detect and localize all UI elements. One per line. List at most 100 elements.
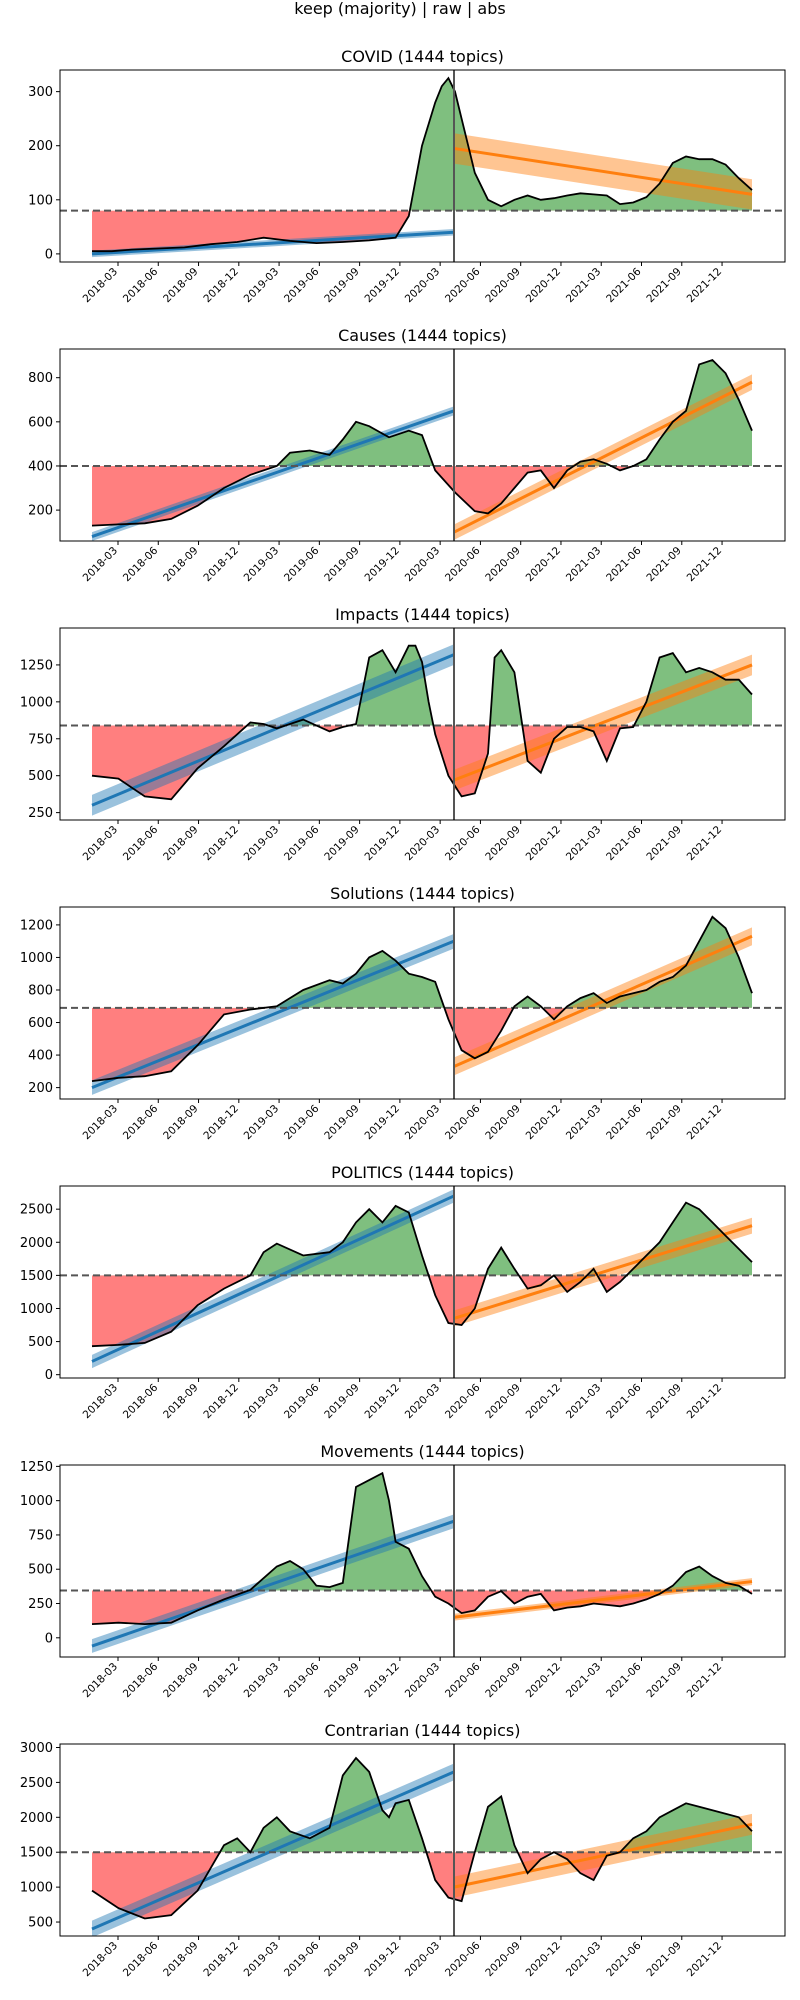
area-below-baseline: [92, 725, 752, 800]
x-tick-label: 2020-03: [403, 1382, 443, 1422]
x-tick-label: 2018-12: [201, 1382, 241, 1422]
fit-pre-line: [91, 1770, 455, 1931]
x-tick-label: 2021-03: [564, 824, 604, 864]
x-tick-label: 2020-06: [443, 1939, 483, 1979]
x-tick-label: 2021-09: [644, 1103, 684, 1143]
area-below-baseline: [92, 1007, 752, 1082]
x-tick-label: 2021-09: [644, 1940, 684, 1980]
x-tick-label: 2020-03: [403, 1661, 443, 1701]
x-tick-label: 2018-09: [161, 1661, 201, 1701]
x-tick-label: 2018-06: [121, 265, 161, 305]
chart-panel: Solutions (1444 topics) 200 400 600 800 1000 1…: [20, 884, 786, 1143]
area-above-baseline: [248, 1473, 747, 1591]
x-tick-label: 2021-12: [685, 545, 725, 585]
fit-pre-line: [91, 1194, 455, 1363]
x-tick-label: 2021-06: [604, 544, 644, 584]
y-tick-label: 1500: [20, 1846, 53, 1861]
y-tick-label: 200: [28, 504, 53, 519]
x-tick-label: 2019-09: [322, 1103, 362, 1143]
x-tick-label: 2018-09: [161, 545, 201, 585]
fit-pre-line: [91, 409, 455, 539]
chart-panel: Impacts (1444 topics) 250 500 750 1000 1250 20…: [20, 605, 786, 864]
x-tick-label: 2021-03: [564, 1940, 604, 1980]
series-line: [91, 1201, 753, 1348]
x-tick-label: 2018-03: [81, 1382, 121, 1422]
x-tick-label: 2019-06: [282, 1381, 322, 1421]
x-tick-label: 2018-06: [121, 1381, 161, 1421]
y-tick-label: 0: [45, 1368, 53, 1383]
x-tick-label: 2018-09: [161, 1103, 201, 1143]
x-tick-label: 2020-09: [483, 824, 523, 864]
x-tick-label: 2020-09: [483, 1940, 523, 1980]
x-tick-label: 2019-12: [363, 1382, 403, 1422]
x-tick-label: 2019-06: [282, 1102, 322, 1142]
x-tick-label: 2021-09: [644, 824, 684, 864]
y-tick-label: 0: [45, 247, 53, 262]
x-tick-label: 2018-09: [161, 824, 201, 864]
y-tick-label: 1000: [20, 1494, 53, 1509]
x-tick-label: 2021-09: [644, 266, 684, 306]
x-tick-label: 2021-06: [604, 265, 644, 305]
chart-panel: Movements (1444 topics) 0 250 500 750 1000 125…: [20, 1442, 786, 1701]
x-tick-label: 2021-03: [564, 545, 604, 585]
x-tick-label: 2020-12: [524, 1940, 564, 1980]
x-tick-label: 2019-03: [242, 266, 282, 306]
x-tick-label: 2021-12: [685, 1382, 725, 1422]
x-tick-label: 2021-09: [644, 1382, 684, 1422]
y-tick-label: 200: [28, 139, 53, 154]
x-tick-label: 2019-06: [282, 1660, 322, 1700]
fit-post-line: [453, 1224, 753, 1320]
y-tick-label: 400: [28, 1049, 53, 1064]
x-tick-label: 2019-09: [322, 545, 362, 585]
x-tick-label: 2020-12: [524, 1103, 564, 1143]
y-tick-label: 100: [28, 193, 53, 208]
y-tick-label: 600: [28, 1016, 53, 1031]
x-tick-label: 2019-12: [363, 1103, 403, 1143]
x-tick-label: 2018-03: [81, 266, 121, 306]
x-tick-label: 2020-09: [483, 1661, 523, 1701]
y-tick-label: 1000: [20, 1302, 53, 1317]
fit-post-line: [453, 1822, 753, 1889]
x-tick-label: 2019-09: [322, 1382, 362, 1422]
series-line: [91, 1471, 753, 1626]
chart-panel: Contrarian (1444 topics) 500 1000 1500 2000 2…: [20, 1721, 786, 1980]
chart-title: COVID (1444 topics): [341, 47, 504, 66]
plot-frame: [59, 906, 786, 1100]
x-tick-label: 2018-06: [121, 1102, 161, 1142]
y-tick-label: 500: [28, 1563, 53, 1578]
x-tick-label: 2021-12: [685, 1661, 725, 1701]
y-tick-label: 250: [28, 1597, 53, 1612]
x-tick-label: 2020-03: [403, 266, 443, 306]
plot-frame: [59, 348, 786, 542]
x-tick-label: 2019-03: [242, 1382, 282, 1422]
y-tick-label: 3000: [20, 1741, 53, 1756]
fit-post-line: [453, 1580, 753, 1619]
x-tick-label: 2020-12: [524, 1661, 564, 1701]
x-tick-label: 2020-09: [483, 545, 523, 585]
x-tick-label: 2018-06: [121, 1660, 161, 1700]
x-tick-label: 2019-12: [363, 1940, 403, 1980]
x-tick-label: 2018-09: [161, 266, 201, 306]
area-below-baseline: [92, 1590, 752, 1625]
x-tick-label: 2020-12: [524, 1382, 564, 1422]
page-title: keep (majority) | raw | abs: [294, 0, 506, 18]
x-tick-label: 2019-06: [282, 823, 322, 863]
y-tick-label: 1000: [20, 951, 53, 966]
x-tick-label: 2020-06: [443, 544, 483, 584]
y-tick-label: 250: [28, 806, 53, 821]
series-line: [91, 644, 753, 801]
x-tick-label: 2020-09: [483, 266, 523, 306]
x-tick-label: 2019-06: [282, 544, 322, 584]
x-tick-label: 2021-06: [604, 1939, 644, 1979]
y-tick-label: 1000: [20, 695, 53, 710]
y-tick-label: 400: [28, 459, 53, 474]
x-tick-label: 2021-03: [564, 1661, 604, 1701]
x-tick-label: 2020-12: [524, 545, 564, 585]
x-tick-label: 2018-06: [121, 544, 161, 584]
x-tick-label: 2020-06: [443, 1660, 483, 1700]
area-above-baseline: [276, 360, 752, 466]
x-tick-label: 2021-12: [685, 1940, 725, 1980]
x-tick-label: 2018-03: [81, 824, 121, 864]
